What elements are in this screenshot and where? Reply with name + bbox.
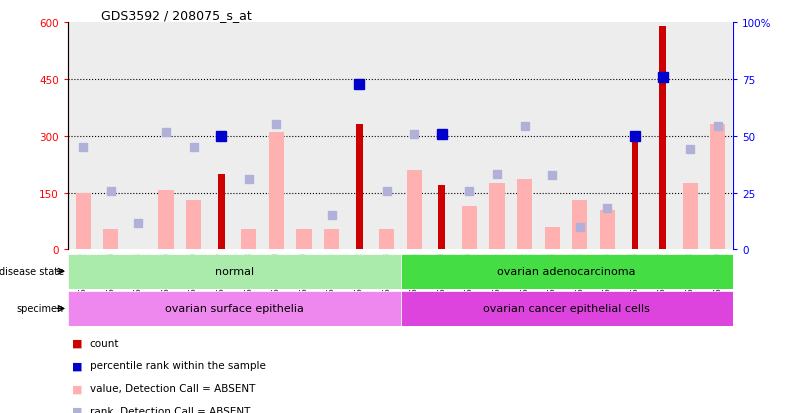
Text: value, Detection Call = ABSENT: value, Detection Call = ABSENT (90, 383, 255, 393)
Text: normal: normal (215, 266, 254, 277)
Bar (103, 229, 119, 250)
Bar (75, 194, 91, 250)
Bar (622, 23, 649, 250)
Bar (483, 23, 511, 250)
Bar (600, 210, 615, 250)
Bar (400, 254, 733, 289)
Bar (263, 23, 290, 250)
Bar (545, 227, 560, 250)
Bar (218, 174, 224, 250)
Bar (97, 23, 125, 250)
Bar (407, 170, 422, 250)
Bar (186, 201, 201, 250)
Bar (538, 23, 566, 250)
Text: ovarian cancer epithelial cells: ovarian cancer epithelial cells (483, 304, 650, 314)
Bar (649, 23, 676, 250)
Bar (456, 23, 483, 250)
Bar (379, 229, 394, 250)
Text: ovarian surface epithelia: ovarian surface epithelia (165, 304, 304, 314)
Bar (68, 291, 400, 326)
Bar (241, 229, 256, 250)
Bar (489, 184, 505, 250)
Bar (517, 180, 532, 250)
Bar (428, 23, 456, 250)
Bar (659, 26, 666, 250)
Bar (290, 23, 318, 250)
Bar (345, 23, 373, 250)
Bar (356, 125, 363, 250)
Bar (324, 229, 339, 250)
Text: ■: ■ (72, 406, 83, 413)
Bar (235, 23, 263, 250)
Bar (269, 133, 284, 250)
Bar (594, 23, 622, 250)
Bar (207, 23, 235, 250)
Text: ovarian adenocarcinoma: ovarian adenocarcinoma (497, 266, 636, 277)
Bar (318, 23, 345, 250)
Bar (400, 291, 733, 326)
Bar (159, 190, 174, 250)
Bar (400, 23, 428, 250)
Text: percentile rank within the sample: percentile rank within the sample (90, 361, 266, 370)
Bar (511, 23, 538, 250)
Text: GDS3592 / 208075_s_at: GDS3592 / 208075_s_at (101, 9, 252, 21)
Bar (125, 23, 152, 250)
Bar (296, 229, 312, 250)
Text: ■: ■ (72, 338, 83, 348)
Bar (70, 23, 97, 250)
Bar (462, 206, 477, 250)
Bar (572, 201, 587, 250)
Text: ■: ■ (72, 383, 83, 393)
Text: disease state: disease state (0, 266, 64, 277)
Text: specimen: specimen (17, 304, 64, 314)
Bar (152, 23, 179, 250)
Text: count: count (90, 338, 119, 348)
Bar (631, 138, 638, 250)
Text: ■: ■ (72, 361, 83, 370)
Bar (682, 184, 698, 250)
Bar (373, 23, 400, 250)
Bar (710, 125, 726, 250)
Bar (68, 254, 400, 289)
Bar (676, 23, 704, 250)
Bar (704, 23, 731, 250)
Bar (566, 23, 594, 250)
Bar (438, 185, 445, 250)
Bar (179, 23, 207, 250)
Text: rank, Detection Call = ABSENT: rank, Detection Call = ABSENT (90, 406, 250, 413)
